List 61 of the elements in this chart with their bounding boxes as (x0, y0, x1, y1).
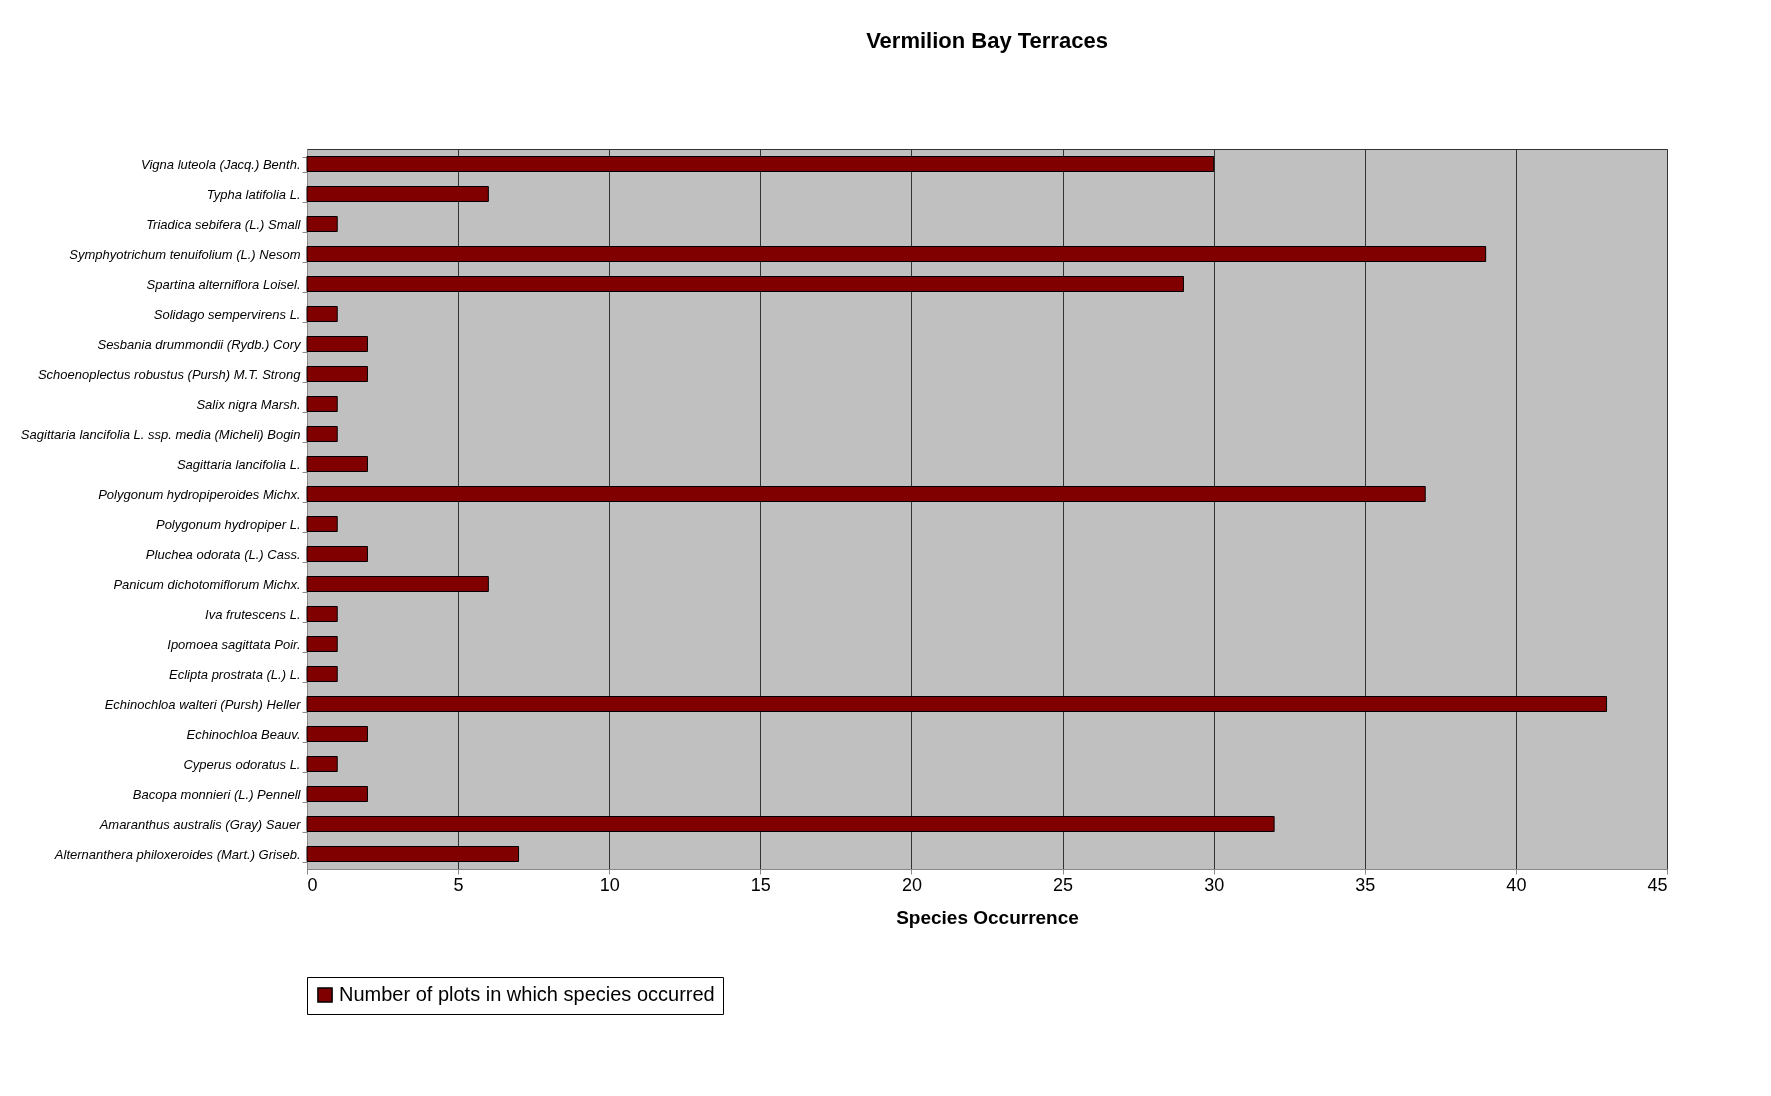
x-tick-label: 20 (901, 874, 922, 895)
y-tick-label: Triadica sebifera (L.) Small (146, 216, 302, 232)
bar (306, 726, 368, 742)
y-tick-label: Polygonum hydropiper L. (155, 516, 301, 532)
bar (306, 666, 338, 682)
x-tick-label: 30 (1204, 874, 1225, 895)
bar (306, 186, 489, 202)
x-tick-label: 25 (1053, 874, 1074, 895)
bar (306, 546, 368, 562)
x-tick-label: 45 (1647, 874, 1668, 895)
bar (306, 486, 1426, 502)
y-tick-label: Echinochloa Beauv. (186, 726, 301, 742)
y-tick-label: Eclipta prostrata (L.) L. (169, 666, 301, 682)
bar (306, 846, 520, 862)
y-tick-label: Ipomoea sagittata Poir. (167, 636, 301, 652)
bar (306, 306, 338, 322)
bar (306, 756, 338, 772)
x-tick-label: 40 (1506, 874, 1527, 895)
y-tick-label: Iva frutescens L. (205, 606, 301, 622)
y-tick-label: Alternanthera philoxeroides (Mart.) Griseb. (53, 846, 301, 862)
y-tick-label: Symphyotrichum tenuifolium (L.) Nesom (69, 246, 301, 262)
y-tick-label: Sesbania drummondii (Rydb.) Cory (97, 336, 302, 352)
y-tick-label: Amaranthus australis (Gray) Sauer (98, 816, 302, 832)
x-tick-label: 10 (599, 874, 620, 895)
x-axis-title: Species Occurrence (896, 906, 1079, 928)
y-tick-label: Sagittaria lancifolia L. (176, 456, 301, 472)
bar (306, 636, 338, 652)
chart-title: Vermilion Bay Terraces (866, 28, 1108, 53)
bar (306, 336, 368, 352)
bar (306, 696, 1608, 712)
y-tick-label: Bacopa monnieri (L.) Pennell (132, 786, 302, 802)
bar (306, 276, 1184, 292)
y-tick-label: Solidago sempervirens L. (153, 306, 301, 322)
y-tick-label: Vigna luteola (Jacq.) Benth. (141, 156, 301, 172)
y-tick-label: Spartina alterniflora Loisel. (146, 276, 301, 292)
bar (306, 366, 368, 382)
y-tick-label: Schoenoplectus robustus (Pursh) M.T. Strong (37, 366, 302, 382)
bar (306, 156, 1215, 172)
x-tick-label: 0 (307, 874, 318, 895)
bar (306, 786, 368, 802)
bar (306, 516, 338, 532)
y-tick-label: Pluchea odorata (L.) Cass. (145, 546, 301, 562)
y-tick-label: Sagittaria lancifolia L. ssp. media (Micheli) Bogin (20, 426, 301, 442)
y-tick-label: Typha latifolia L. (206, 186, 301, 202)
y-tick-label: Salix nigra Marsh. (196, 396, 301, 412)
legend-label: Number of plots in which species occurred (339, 983, 715, 1005)
y-tick-label: Panicum dichotomiflorum Michx. (113, 576, 301, 592)
bar (306, 576, 489, 592)
bar (306, 426, 338, 442)
bar (306, 396, 338, 412)
y-tick-label: Polygonum hydropiperoides Michx. (98, 486, 301, 502)
y-tick-label: Echinochloa walteri (Pursh) Heller (104, 696, 302, 712)
bar (306, 246, 1487, 262)
y-tick-label: Cyperus odoratus L. (183, 756, 301, 772)
x-tick-label: 15 (750, 874, 771, 895)
bar (306, 816, 1275, 832)
x-tick-label: 5 (453, 874, 464, 895)
bar (306, 456, 368, 472)
bar (306, 606, 338, 622)
x-tick-label: 35 (1355, 874, 1376, 895)
bar (306, 216, 338, 232)
